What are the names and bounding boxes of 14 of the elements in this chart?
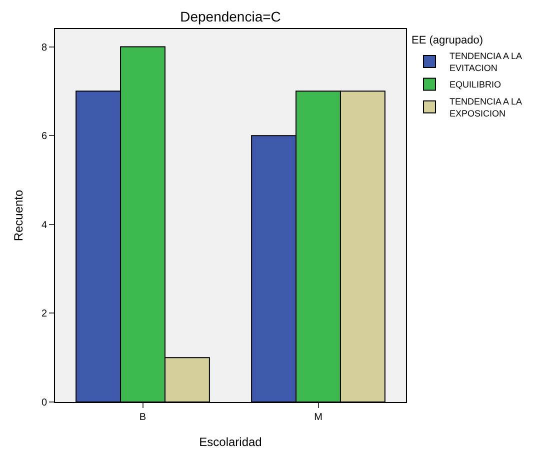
legend-label: EQUILIBRIO	[450, 80, 502, 90]
y-tick-label: 6	[41, 131, 48, 142]
x-axis-title: Escolaridad	[199, 434, 262, 449]
y-tick-label: 8	[41, 42, 48, 54]
y-tick-label: 4	[41, 220, 48, 231]
x-tick-label: M	[314, 412, 322, 423]
y-axis-title: Recuento	[12, 189, 26, 242]
y-tick-label: 2	[41, 308, 48, 320]
legend-label: TENDENCIA A LA EVITACION	[450, 51, 522, 73]
chart-title: Dependencia=C	[180, 8, 281, 24]
legend-label: TENDENCIA A LA EXPOSICION	[450, 96, 522, 118]
x-tick-label: B	[139, 412, 146, 423]
y-tick-label: 0	[41, 398, 48, 408]
legend-title: EE (agrupado)	[412, 34, 484, 46]
